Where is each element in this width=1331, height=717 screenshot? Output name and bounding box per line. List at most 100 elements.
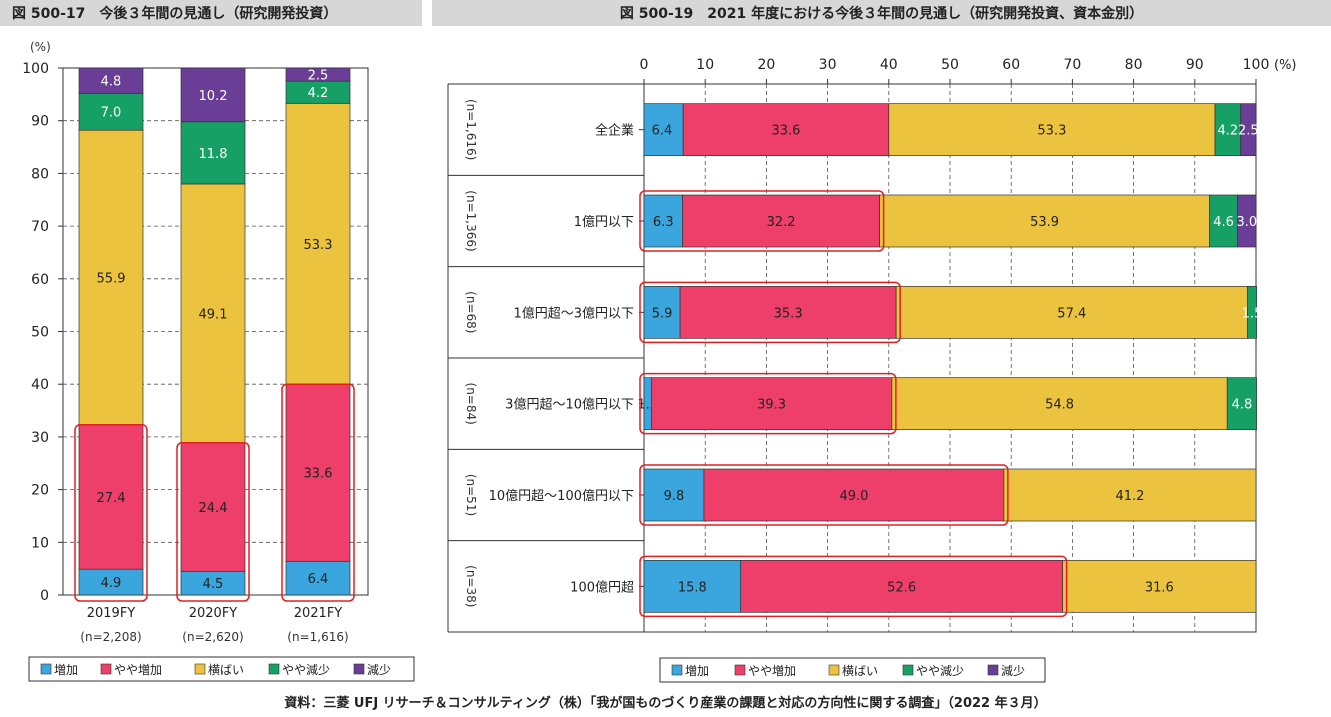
legend-label-3: やや減少: [282, 662, 330, 677]
left-chart-title: 図 500-17 今後３年間の見通し（研究開発投資）: [0, 0, 422, 26]
legend-swatch-3: [268, 663, 280, 675]
tick-label-y-30: 30: [31, 430, 49, 446]
category-label-2019FY: 2019FY: [87, 606, 136, 621]
legend-swatch-4: [353, 663, 365, 675]
tick-label-y-50: 50: [31, 325, 49, 341]
data-label-2021FY-series-4: 2.5: [308, 69, 329, 84]
right-chart-title: 図 500-19 2021 年度における今後３年間の見通し（研究開発投資、資本金…: [432, 0, 1331, 26]
chart-rd-outlook-by-capital: 0 10 20 30 40 50 60 70 80 90 100 (%) 全企業 (n=1,616) 6.4…: [447, 57, 1297, 683]
sample-size-item-0: (n=1,616): [464, 99, 478, 160]
tick-label-y-60: 60: [31, 272, 49, 288]
legend-swatch-3: [902, 664, 914, 676]
tick-label-x-40: 40: [880, 57, 898, 73]
bar-item-4-series-2: [1003, 468, 1257, 522]
bar-item-1-series-1: [682, 194, 880, 248]
category-label-item-5: 100億円超: [570, 579, 634, 595]
legend-swatch-2: [828, 664, 840, 676]
bar-2019FY-series-2: [78, 129, 144, 426]
bar-2019FY-series-1: [78, 424, 144, 570]
sample-size-item-1: (n=1,366): [464, 190, 478, 251]
legend-label-0: 増加: [54, 663, 78, 677]
data-label-2019FY-series-0: 4.9: [101, 576, 122, 591]
data-label-2019FY-series-3: 7.0: [101, 106, 122, 121]
bar-item-4-series-0: [643, 468, 705, 522]
sample-size-2019FY: (n=2,208): [80, 630, 141, 644]
tick-label-y-70: 70: [31, 219, 49, 235]
bar-item-3-series-3: [1226, 377, 1257, 431]
bar-2021FY-series-2: [285, 102, 351, 385]
category-label-2021FY: 2021FY: [294, 606, 343, 621]
tick-label-x-90: 90: [1186, 57, 1204, 73]
sample-size-item-2: (n=68): [464, 291, 478, 333]
tick-label-x-60: 60: [1002, 57, 1020, 73]
legend-swatch-0: [671, 664, 683, 676]
legend-swatch-4: [987, 664, 999, 676]
highlight-box-2021FY: [281, 383, 355, 602]
highlight-box-item-3: [639, 372, 897, 435]
source-note: 資料：三菱 UFJ リサーチ＆コンサルティング（株）「我が国ものづくり産業の課題…: [284, 696, 1047, 711]
bar-item-1-series-2: [879, 194, 1210, 248]
bar-item-2-series-0: [643, 285, 681, 339]
bar-2020FY-series-4: [180, 67, 246, 123]
sample-size-item-5: (n=38): [464, 565, 478, 607]
data-label-2020FY-series-4: 10.2: [199, 89, 228, 104]
legend-label-1: やや増加: [748, 664, 796, 678]
data-label-item-4-series-0: 9.8: [664, 489, 685, 504]
highlight-box-item-4: [639, 464, 1009, 526]
tick-label-y-80: 80: [31, 166, 49, 182]
bar-2021FY-series-1: [285, 383, 351, 562]
bar-item-5-series-2: [1062, 559, 1257, 613]
data-label-2021FY-series-0: 6.4: [308, 572, 329, 587]
tick-label-y-20: 20: [31, 483, 49, 499]
bar-item-0-series-1: [682, 103, 890, 157]
sample-size-item-4: (n=51): [464, 474, 478, 516]
bar-item-3-series-1: [650, 377, 893, 431]
tick-label-x-0: 0: [640, 57, 649, 73]
sample-size-2020FY: (n=2,620): [182, 630, 243, 644]
data-label-item-1-series-3: 4.6: [1213, 215, 1234, 230]
tick-label-x-10: 10: [696, 57, 714, 73]
data-label-2019FY-series-1: 27.4: [97, 491, 126, 506]
bar-item-0-series-0: [643, 103, 684, 157]
category-label-item-4: 10億円超～100億円以下: [489, 488, 634, 504]
tick-label-y-90: 90: [31, 114, 49, 130]
tick-label-x-50: 50: [941, 57, 959, 73]
sample-size-2021FY: (n=1,616): [287, 630, 348, 644]
highlight-box-item-5: [639, 555, 1068, 618]
data-label-item-1-series-1: 32.2: [767, 215, 796, 230]
bar-item-2-series-1: [679, 285, 897, 339]
bar-item-1-series-4: [1237, 194, 1257, 248]
data-label-item-1-series-0: 6.3: [653, 215, 674, 230]
tick-label-y-10: 10: [31, 535, 49, 551]
legend-swatch-1: [734, 664, 746, 676]
highlight-box-2020FY: [176, 441, 250, 602]
tick-label-x-30: 30: [819, 57, 837, 73]
data-label-item-0-series-2: 53.3: [1037, 124, 1066, 139]
data-label-item-0-series-3: 4.2: [1218, 124, 1239, 139]
bar-2020FY-series-2: [180, 183, 246, 444]
data-label-item-3-series-2: 54.8: [1045, 398, 1074, 413]
legend-label-1: やや増加: [114, 663, 162, 677]
data-label-2021FY-series-3: 4.2: [308, 86, 329, 101]
data-label-item-3-series-3: 4.8: [1232, 398, 1253, 413]
category-label-2020FY: 2020FY: [189, 606, 238, 621]
bar-item-3-series-2: [891, 377, 1228, 431]
highlight-box-item-2: [639, 281, 901, 344]
bar-item-5-series-0: [643, 559, 742, 613]
tick-label-x-80: 80: [1125, 57, 1143, 73]
category-label-item-1: 1億円以下: [574, 214, 634, 230]
bar-item-0-series-3: [1214, 103, 1242, 157]
bar-item-2-series-3: [1247, 285, 1257, 339]
bar-item-0-series-2: [888, 103, 1216, 157]
data-label-2020FY-series-3: 11.8: [199, 147, 228, 162]
legend-label-2: 横ばい: [842, 664, 878, 678]
bar-2021FY-series-0: [285, 560, 351, 596]
data-label-item-0-series-1: 33.6: [772, 124, 801, 139]
legend-label-3: やや減少: [916, 663, 964, 678]
data-label-item-5-series-1: 52.6: [887, 580, 916, 595]
data-label-item-2-series-0: 5.9: [652, 306, 673, 321]
data-label-2019FY-series-2: 55.9: [97, 271, 126, 286]
data-label-item-4-series-2: 41.2: [1115, 489, 1144, 504]
data-label-item-3-series-1: 39.3: [757, 398, 786, 413]
chart-rd-outlook-by-year: (%) 0 10 20 30 40 50 60 70 80 90 100 4.9 27.4 55.9 7.0 4…: [22, 40, 415, 682]
